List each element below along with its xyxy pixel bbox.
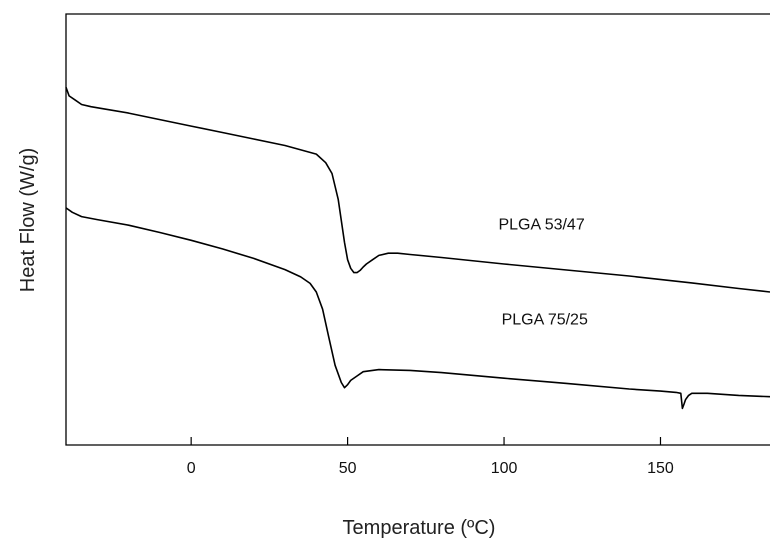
x-axis-title: Temperature (ºC) xyxy=(343,517,496,539)
series-lines xyxy=(65,87,770,410)
x-tick-label: 100 xyxy=(491,460,518,477)
series-label-1: PLGA 53/47 xyxy=(498,217,584,234)
plot-area-frame xyxy=(65,13,770,446)
series-line-2 xyxy=(65,207,770,410)
series-line-1 xyxy=(65,87,770,293)
plot-frame xyxy=(65,13,770,446)
x-axis-ticks: 0 50 100 150 xyxy=(187,437,674,477)
x-tick-label: 150 xyxy=(647,460,674,477)
x-tick-label: 50 xyxy=(339,460,357,477)
series-labels: PLGA 53/47 PLGA 75/25 xyxy=(498,217,588,329)
x-tick-label: 0 xyxy=(187,460,196,477)
series-label-2: PLGA 75/25 xyxy=(502,311,588,328)
y-axis-title: Heat Flow (W/g) xyxy=(17,148,39,292)
